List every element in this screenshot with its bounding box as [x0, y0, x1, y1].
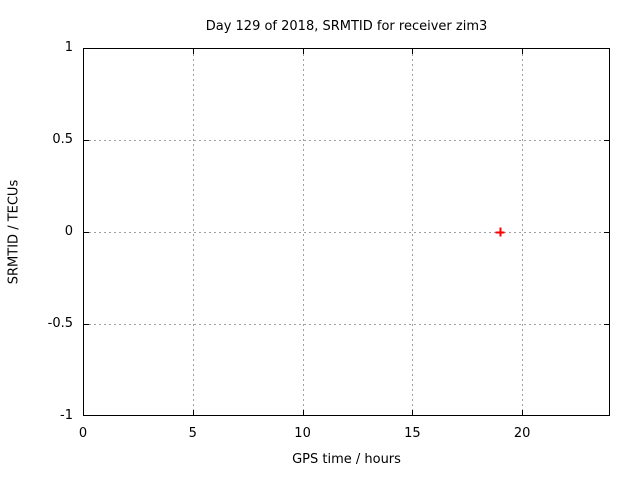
x-tick-label: 20: [513, 426, 531, 441]
x-tick-label: 5: [188, 426, 197, 441]
grid-line-y: [84, 324, 609, 325]
grid-line-y: [84, 140, 609, 141]
x-axis-tick-top: [192, 49, 194, 54]
grid-line-y: [84, 232, 609, 233]
x-axis-label: GPS time / hours: [292, 452, 401, 467]
x-tick-label: 0: [78, 426, 88, 441]
chart-title: Day 129 of 2018, SRMTID for receiver zim…: [205, 19, 488, 34]
x-axis-tick-top: [302, 49, 304, 54]
y-tick-label: 1: [64, 40, 73, 55]
x-axis-tick-bottom: [412, 410, 414, 415]
y-axis-tick-left: [84, 140, 89, 141]
x-axis-tick-bottom: [302, 410, 304, 415]
x-tick-label: 15: [404, 426, 421, 441]
y-axis-tick-right: [604, 324, 609, 325]
x-axis-tick-top: [412, 49, 414, 54]
marker-vertical-bar: [499, 227, 502, 237]
data-point-marker: [495, 227, 505, 237]
x-axis-tick-top: [522, 49, 524, 54]
x-tick-label: 10: [294, 426, 311, 441]
x-axis-tick-bottom: [522, 410, 524, 415]
y-tick-label: 0.5: [52, 132, 73, 147]
plot-area: [83, 48, 610, 416]
y-tick-label: -1: [60, 408, 73, 423]
y-tick-label: -0.5: [47, 316, 73, 331]
y-axis-tick-right: [604, 140, 609, 141]
y-axis-tick-left: [84, 232, 89, 233]
y-axis-tick-right: [604, 232, 609, 233]
x-axis-tick-bottom: [192, 410, 194, 415]
y-axis-tick-left: [84, 324, 89, 325]
y-tick-label: 0: [64, 224, 73, 239]
